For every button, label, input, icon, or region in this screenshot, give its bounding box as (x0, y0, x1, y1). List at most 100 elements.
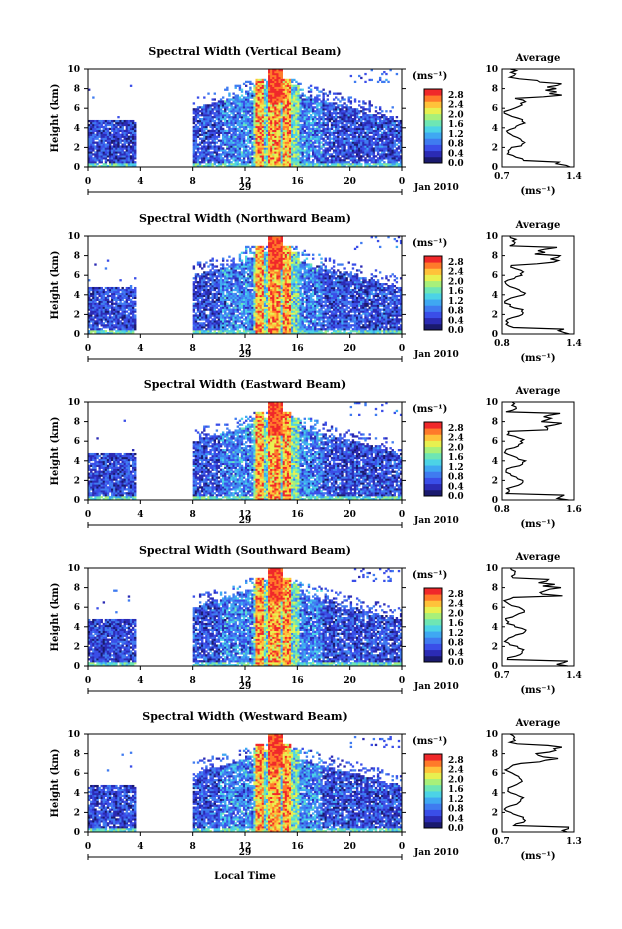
heatmap-cell (102, 304, 106, 307)
heatmap-cell (119, 314, 122, 317)
heatmap-cell (232, 125, 235, 129)
heatmap-cell (328, 114, 332, 117)
heatmap-cell (274, 161, 277, 164)
heatmap-cell (211, 288, 214, 292)
heatmap-cell (249, 125, 252, 129)
heatmap-cell (376, 145, 380, 148)
heatmap-cell (121, 163, 124, 166)
heatmap-cell (337, 145, 340, 148)
heatmap-cell (309, 96, 313, 99)
heatmap-cell (280, 69, 283, 72)
heatmap-cell (88, 159, 91, 162)
heatmap-cell (358, 165, 361, 168)
heatmap-cell (117, 123, 120, 127)
heatmap-cell (215, 320, 219, 323)
heatmap-cell (102, 306, 106, 309)
heatmap-cell (211, 145, 214, 148)
colorbar-tick-label: 1.6 (448, 120, 464, 130)
heatmap-cell (378, 121, 382, 125)
heatmap-cell (353, 151, 357, 154)
heatmap-cell (265, 135, 269, 138)
heatmap-cell (314, 119, 317, 123)
heatmap-cell (245, 153, 248, 156)
heatmap-cell (238, 110, 242, 113)
heatmap-cell (224, 275, 227, 278)
heatmap-cell (345, 118, 348, 121)
heatmap-cell (226, 88, 229, 91)
heatmap-cell (381, 131, 384, 134)
heatmap-cell (196, 306, 200, 309)
heatmap-cell (282, 88, 286, 91)
heatmap-cell (276, 90, 279, 93)
heatmap-cell (221, 288, 225, 292)
heatmap-cell (251, 163, 254, 166)
heatmap-cell (318, 98, 321, 101)
heatmap-cell (113, 332, 116, 335)
heatmap-cell (309, 108, 313, 111)
heatmap-cell (316, 165, 319, 168)
heatmap-cell (330, 145, 334, 148)
heatmap-cell (100, 298, 103, 301)
heatmap-cell (117, 316, 120, 319)
heatmap-cell (201, 300, 204, 303)
heatmap-cell (387, 153, 390, 156)
heatmap-cell (194, 135, 198, 138)
heatmap-cell (351, 121, 355, 125)
heatmap-cell (213, 129, 216, 133)
heatmap-cell (134, 308, 137, 311)
heatmap-cell (339, 163, 342, 166)
heatmap-cell (192, 281, 196, 284)
heatmap-cell (90, 288, 93, 292)
heatmap-cell (129, 125, 133, 129)
heatmap-cell (221, 275, 225, 278)
heatmap-cell (332, 129, 336, 133)
heatmap-cell (251, 161, 254, 164)
heatmap-cell (265, 94, 269, 97)
heatmap-cell (303, 151, 306, 154)
heatmap-cell (316, 163, 319, 166)
heatmap-cell (330, 143, 334, 146)
heatmap-cell (378, 112, 382, 115)
heatmap-cell (213, 143, 216, 146)
heatmap-cell (259, 118, 263, 121)
heatmap-cell (349, 157, 353, 160)
heatmap-cell (245, 165, 248, 168)
heatmap-cell (90, 153, 93, 156)
heatmap-cell (345, 161, 348, 164)
heatmap-cell (368, 100, 371, 103)
heatmap-cell (374, 114, 378, 117)
heatmap-cell (234, 102, 237, 105)
heatmap-cell (314, 149, 317, 152)
heatmap-cell (226, 98, 229, 101)
heatmap-cell (104, 318, 108, 321)
heatmap-cell (108, 157, 112, 160)
heatmap-cell (268, 78, 271, 82)
heatmap-cell (192, 290, 196, 294)
heatmap-cell (211, 110, 214, 113)
heatmap-cell (337, 131, 340, 134)
heatmap-cell (255, 137, 258, 140)
heatmap-cell (316, 131, 319, 134)
heatmap-cell (355, 139, 359, 142)
heatmap-cell (215, 298, 219, 301)
heatmap-cell (129, 165, 133, 168)
heatmap-cell (201, 310, 204, 313)
heatmap-cell (389, 141, 392, 144)
heatmap-cell (203, 127, 206, 131)
heatmap-cell (381, 143, 384, 146)
heatmap-cell (393, 143, 397, 146)
heatmap-cell (345, 119, 348, 123)
heatmap-cell (378, 153, 382, 156)
heatmap-cell (395, 143, 399, 146)
heatmap-cell (293, 84, 296, 87)
heatmap-cell (299, 137, 302, 140)
heatmap-cell (90, 131, 93, 134)
heatmap-cell (221, 279, 225, 282)
heatmap-cell (104, 308, 108, 311)
heatmap-cell (198, 308, 202, 311)
heatmap-cell (324, 131, 327, 134)
heatmap-cell (92, 141, 95, 144)
heatmap-cell (299, 100, 302, 103)
heatmap-cell (236, 104, 240, 107)
heatmap-cell (198, 155, 202, 158)
